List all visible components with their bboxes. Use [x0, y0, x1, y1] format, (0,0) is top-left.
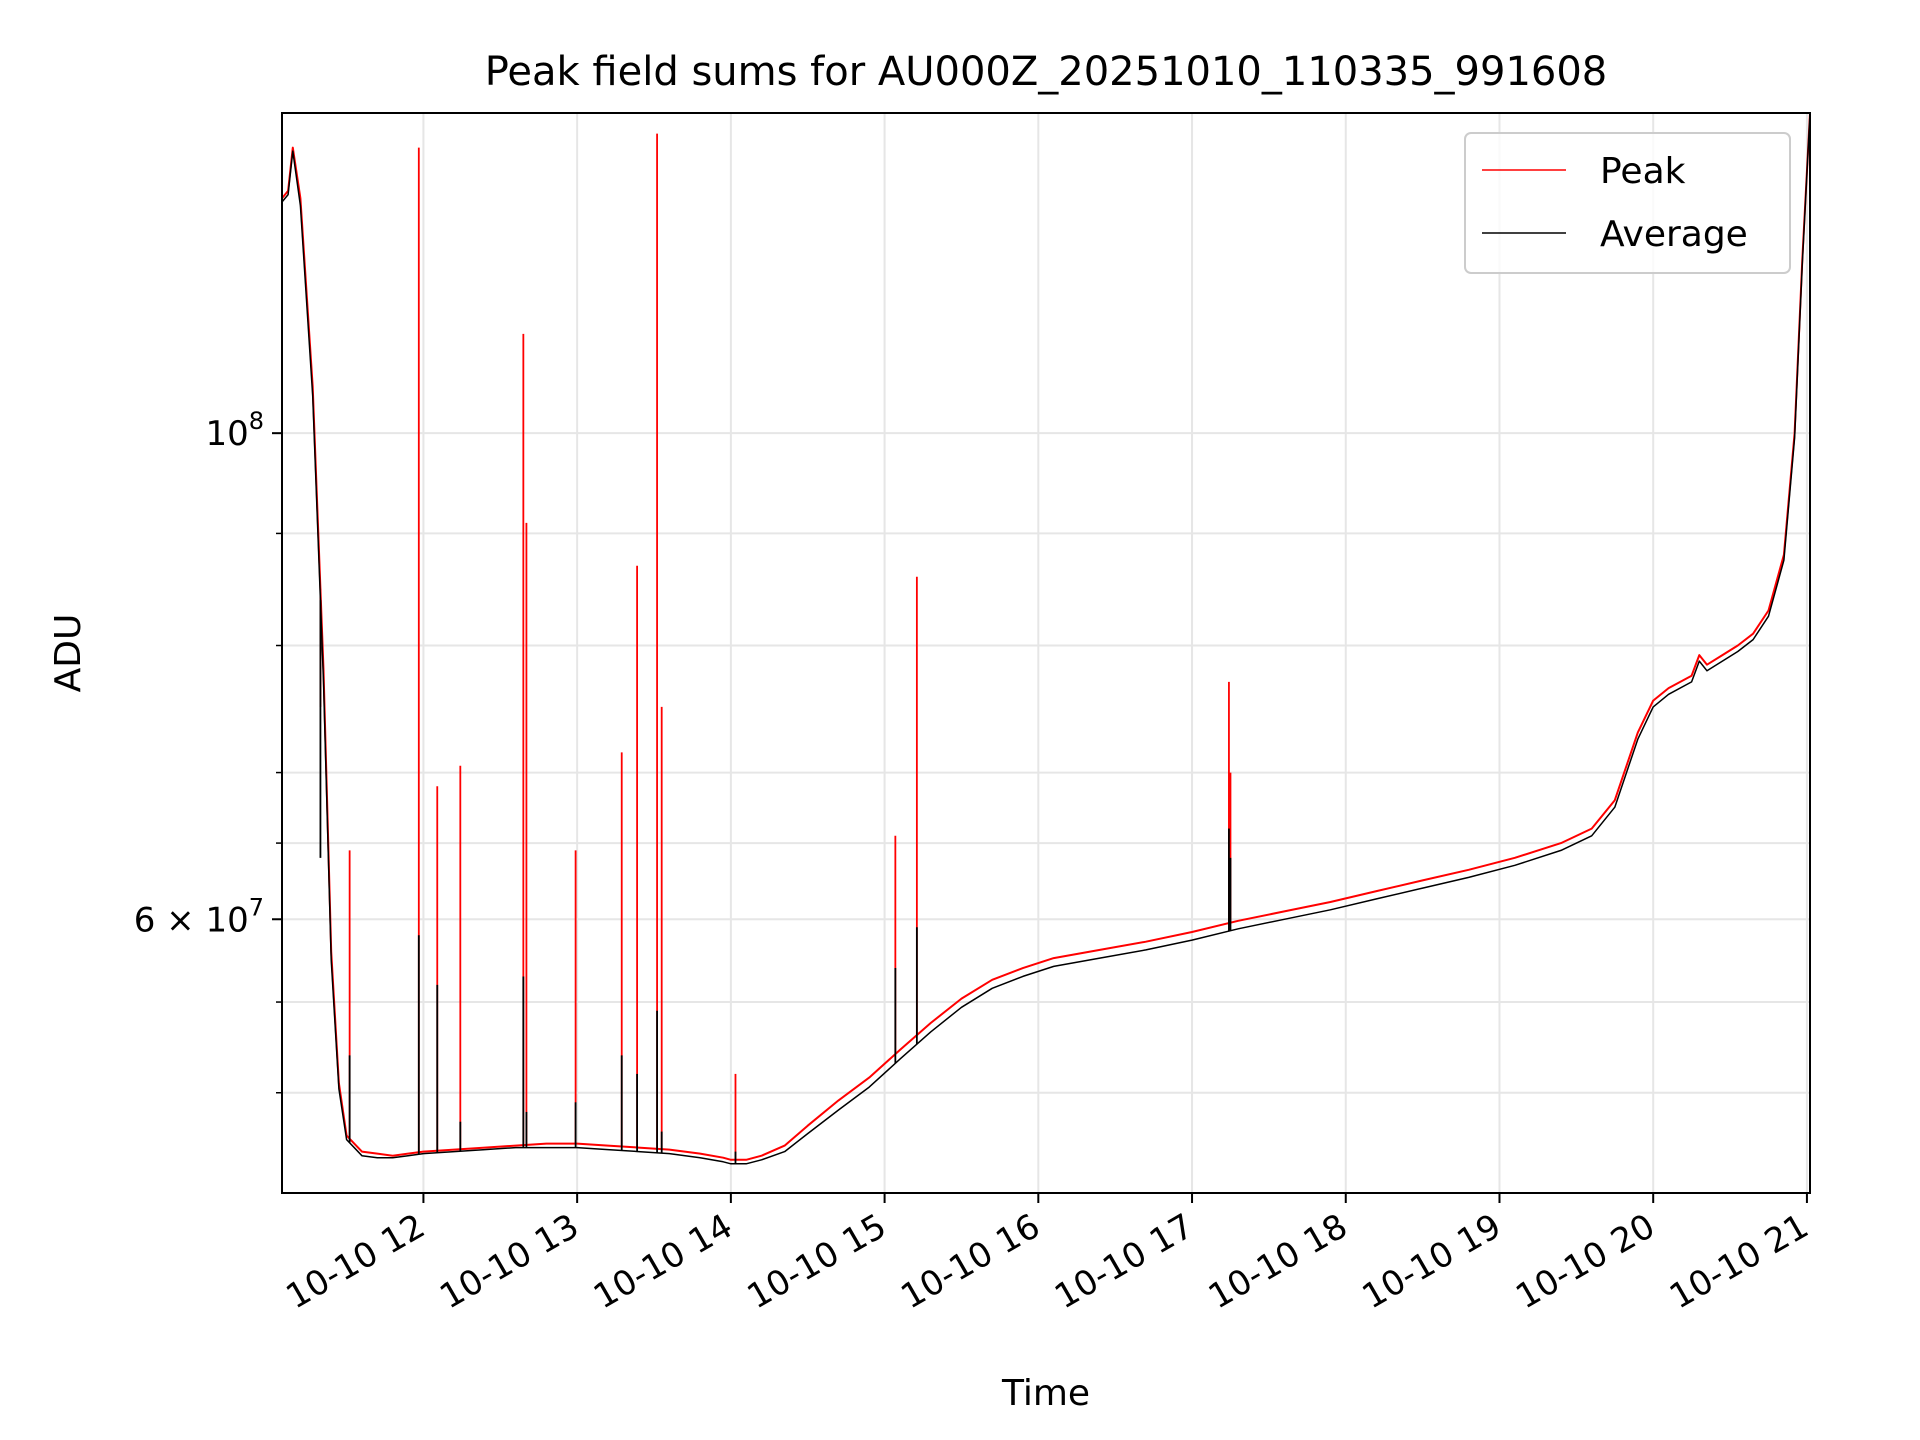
legend-box — [1464, 132, 1791, 274]
grid — [282, 113, 1810, 1193]
y-tick-label: 6 × 107 — [134, 893, 264, 940]
series-line-peak — [281, 112, 1811, 1161]
chart-title: Peak field sums for AU000Z_20251010_1103… — [485, 49, 1608, 95]
series-line-average — [281, 112, 1811, 1165]
y-axis-label: ADU — [48, 614, 89, 693]
series-layer — [281, 112, 1811, 1165]
legend: Peak Average — [1464, 132, 1791, 274]
legend-label-average: Average — [1600, 214, 1748, 255]
x-axis-label: Time — [1001, 1373, 1090, 1414]
y-tick-label: 108 — [205, 407, 264, 454]
legend-label-peak: Peak — [1600, 151, 1686, 192]
plot-frame — [281, 112, 1811, 1194]
